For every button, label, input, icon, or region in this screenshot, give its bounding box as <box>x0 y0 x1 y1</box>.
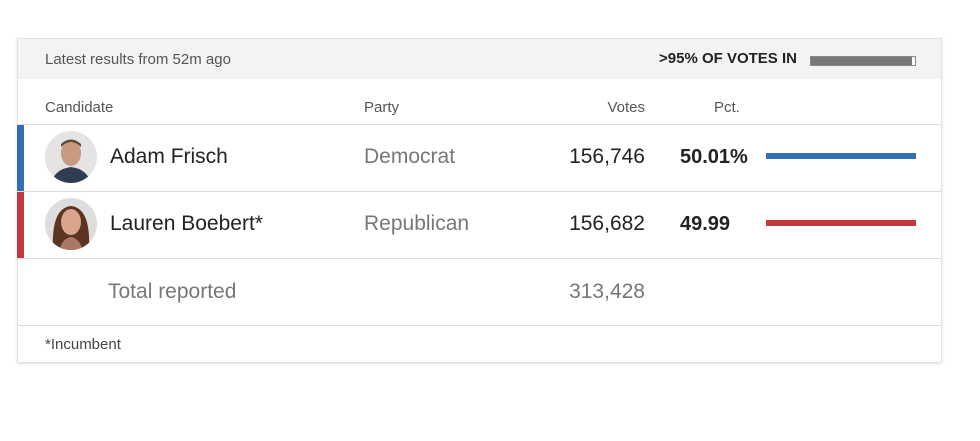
col-candidate: Candidate <box>45 99 114 116</box>
total-votes: 313,428 <box>569 280 645 303</box>
party: Democrat <box>364 145 456 168</box>
col-votes: Votes <box>607 99 645 116</box>
candidate-name: Adam Frisch <box>110 145 228 168</box>
col-party: Party <box>364 99 400 116</box>
party-strip <box>17 125 24 191</box>
candidate-name: Lauren Boebert* <box>110 212 263 235</box>
results-card: Latest results from 52m ago >95% OF VOTE… <box>17 38 942 363</box>
progress-fill <box>811 57 912 65</box>
votes: 156,746 <box>569 145 645 168</box>
divider <box>18 191 941 192</box>
avatar <box>45 131 97 183</box>
votes: 156,682 <box>569 212 645 235</box>
pct: 49.99 <box>680 213 731 235</box>
divider <box>18 258 941 259</box>
pct-bar <box>766 220 916 226</box>
avatar-image <box>45 198 97 250</box>
party-strip <box>17 192 24 258</box>
party: Republican <box>364 212 470 235</box>
divider <box>18 124 941 125</box>
votes-in: >95% OF VOTES IN <box>659 50 797 67</box>
avatar <box>45 198 97 250</box>
footnote: *Incumbent <box>45 336 121 353</box>
divider <box>18 325 941 326</box>
col-pct: Pct. <box>714 99 740 116</box>
avatar-image <box>45 131 97 183</box>
pct-bar <box>766 153 917 159</box>
header-band: Latest results from 52m ago >95% OF VOTE… <box>18 39 941 79</box>
total-label: Total reported <box>108 280 237 303</box>
progress-bar <box>810 56 916 66</box>
pct: 50.01% <box>680 146 748 168</box>
status: Latest results from 52m ago <box>45 51 231 68</box>
